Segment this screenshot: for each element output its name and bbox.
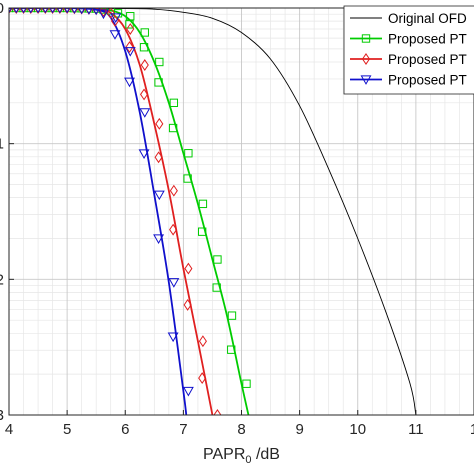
diamond-marker	[155, 117, 164, 130]
legend-label-2: Proposed PT	[388, 32, 467, 47]
series-line-1	[9, 8, 417, 415]
diamond-marker	[169, 223, 178, 236]
square-marker	[154, 78, 163, 87]
triangle-down-marker	[168, 278, 180, 288]
y-tick-label: 2	[0, 271, 4, 288]
triangle-down-marker	[124, 47, 136, 57]
triangle-down-marker	[360, 75, 372, 85]
y-tick-label: 1	[0, 136, 4, 153]
square-marker	[197, 227, 207, 236]
triangle-down-marker	[153, 190, 165, 201]
y-tick-labels: 0 1 2 3	[0, 0, 4, 424]
x-tick-label: 9	[295, 421, 303, 438]
x-tick-labels: 45678910111	[5, 421, 474, 438]
x-tick-label: 1	[470, 421, 474, 438]
square-marker	[227, 345, 236, 354]
series-markers	[9, 8, 251, 415]
x-tick-label: 11	[408, 421, 424, 438]
triangle-down-marker	[167, 332, 179, 343]
x-tick-label: 7	[179, 421, 187, 438]
square-marker	[126, 12, 135, 21]
triangle-down-marker	[182, 386, 194, 397]
square-marker	[198, 199, 208, 209]
square-marker	[184, 149, 193, 158]
diamond-marker	[198, 372, 207, 385]
series-line-4	[9, 8, 188, 415]
diamond-marker	[125, 41, 134, 53]
diamond-marker	[361, 53, 371, 65]
square-marker	[212, 283, 221, 292]
x-axis-title-unit: /dB	[252, 446, 280, 463]
triangle-down-marker	[139, 108, 151, 118]
square-marker	[213, 255, 222, 264]
axis-ticks	[8, 7, 474, 416]
triangle-down-marker	[85, 8, 93, 15]
diamond-marker	[99, 8, 108, 17]
diamond-marker	[154, 151, 163, 164]
square-marker	[361, 34, 371, 43]
x-tick-label: 8	[237, 421, 245, 438]
triangle-down-marker	[124, 77, 135, 88]
x-tick-label: 6	[121, 421, 129, 438]
x-axis-title-main: PAPR	[203, 446, 245, 463]
triangle-down-marker	[109, 30, 121, 40]
triangle-down-marker	[153, 234, 165, 244]
diamond-marker	[198, 335, 207, 348]
diamond-marker	[139, 88, 149, 101]
y-tick-label: 3	[0, 407, 4, 424]
square-marker	[168, 123, 178, 133]
square-marker	[227, 311, 237, 320]
square-marker	[242, 379, 251, 388]
x-axis-title-subscript: 0	[245, 454, 251, 466]
legend: Original OFD Proposed PT Proposed PT Propos…	[343, 5, 474, 95]
square-marker	[183, 174, 192, 183]
square-marker	[155, 57, 164, 67]
x-axis-title: PAPR0 /dB	[203, 446, 280, 466]
triangle-down-marker	[110, 13, 122, 23]
diamond-marker	[140, 59, 149, 71]
triangle-down-marker	[71, 8, 78, 14]
x-tick-label: 4	[5, 421, 13, 438]
x-tick-label: 5	[63, 421, 71, 438]
legend-label-3: Proposed PT	[388, 52, 467, 67]
diamond-marker	[126, 23, 135, 35]
triangle-down-marker	[97, 9, 109, 20]
square-marker	[125, 20, 134, 29]
diamond-marker	[169, 184, 178, 197]
y-tick-label: 0	[0, 0, 4, 17]
diamond-marker	[106, 8, 115, 19]
legend-label-4: Proposed PT	[388, 73, 467, 88]
diamond-marker	[213, 409, 222, 415]
square-marker	[169, 98, 179, 108]
square-marker	[140, 28, 149, 37]
square-marker	[139, 43, 149, 52]
legend-label-1: Original OFD	[388, 11, 467, 26]
triangle-down-marker	[78, 8, 86, 15]
triangle-down-marker	[138, 149, 150, 159]
x-tick-label: 10	[349, 421, 366, 438]
diamond-marker	[184, 262, 193, 275]
diamond-marker	[183, 298, 192, 311]
